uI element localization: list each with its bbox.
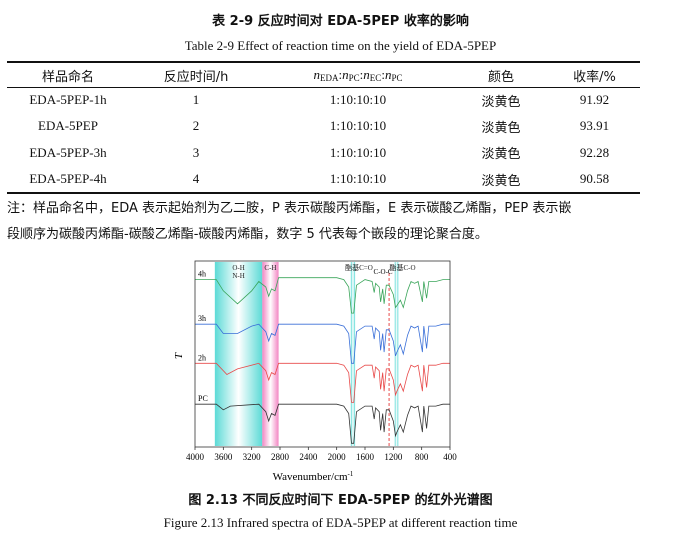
header-time: 反应时间/h: [163, 69, 229, 85]
table-row: EDA-5PEP-1h 1 1:10:10:10 淡黄色 91.92: [7, 87, 640, 113]
cell-yield: 91.92: [579, 92, 610, 108]
x-tick-label: 800: [415, 452, 429, 462]
note-line-1: 注：样品命名中，EDA 表示起始剂为乙二胺，P 表示碳酸丙烯酯，E 表示碳酸乙烯…: [7, 201, 572, 216]
cell-name: EDA-5PEP: [38, 118, 98, 134]
cell-time: 4: [192, 171, 200, 187]
table-caption-en: Table 2-9 Effect of reaction time on the…: [184, 38, 497, 53]
band-label: C-H: [264, 264, 276, 272]
table-note: 注：样品命名中，EDA 表示起始剂为乙二胺，P 表示碳酸丙烯酯，E 表示碳酸乙烯…: [7, 196, 647, 248]
cell-ratio: 1:10:10:10: [329, 171, 387, 187]
header-name: 样品命名: [41, 69, 94, 85]
band-label: 酯基C-O: [389, 263, 415, 272]
table-header-row: 样品命名 反应时间/h nEDA:nPC:nEC:nPC 颜色 收率/%: [7, 63, 640, 87]
table-header-rule: [7, 87, 640, 88]
band-2: [350, 262, 356, 446]
cell-time: 1: [192, 92, 200, 108]
series-label-4h: 4h: [198, 270, 206, 279]
series-label-3h: 3h: [198, 314, 206, 323]
cell-ratio: 1:10:10:10: [329, 144, 387, 160]
header-yield: 收率/%: [573, 69, 616, 85]
x-tick-label: 2800: [271, 452, 290, 462]
series-label-PC: PC: [198, 394, 208, 403]
table-row: EDA-5PEP-3h 3 1:10:10:10 淡黄色 92.28: [7, 140, 640, 166]
x-tick-label: 2400: [299, 452, 318, 462]
band-label: N-H: [232, 272, 244, 280]
cell-yield: 92.28: [579, 144, 610, 160]
series-2h: [195, 362, 450, 403]
cell-time: 2: [192, 118, 200, 134]
band-label: 酯基C=O: [345, 263, 373, 272]
figure-caption-en: Figure 2.13 Infrared spectra of EDA-5PEP…: [163, 515, 518, 530]
table-caption-cn: 表 2-9 反应时间对 EDA-5PEP 收率的影响: [212, 14, 469, 29]
cell-color: 淡黄色: [481, 120, 521, 136]
x-tick-label: 1600: [356, 452, 375, 462]
table-row: EDA-5PEP-4h 4 1:10:10:10 淡黄色 90.58: [7, 166, 640, 192]
y-axis-label: T: [173, 352, 185, 359]
marker-label: C-O-C: [374, 268, 393, 276]
band-0: [214, 262, 263, 446]
band-label: O-H: [232, 264, 244, 272]
series-label-2h: 2h: [198, 353, 206, 362]
header-ratio: nEDA:nPC:nEC:nPC: [313, 67, 403, 83]
cell-yield: 90.58: [579, 171, 610, 187]
figure-caption-cn: 图 2.13 不同反应时间下 EDA-5PEP 的红外光谱图: [188, 493, 493, 508]
yield-table: 样品命名 反应时间/h nEDA:nPC:nEC:nPC 颜色 收率/% EDA…: [7, 63, 640, 192]
x-tick-label: 1200: [384, 452, 403, 462]
x-tick-label: 4000: [186, 452, 205, 462]
cell-name: EDA-5PEP-1h: [29, 92, 107, 108]
table-row: EDA-5PEP 2 1:10:10:10 淡黄色 93.91: [7, 113, 640, 139]
plot-frame: [194, 260, 451, 448]
x-tick-label: 3600: [214, 452, 233, 462]
cell-ratio: 1:10:10:10: [329, 118, 387, 134]
note-line-2: 段顺序为碳酸丙烯酯-碳酸乙烯酯-碳酸丙烯酯，数字 5 代表每个嵌段的理论聚合度。: [7, 227, 488, 242]
band-1: [262, 262, 279, 446]
header-color: 颜色: [487, 69, 514, 85]
cell-yield: 93.91: [579, 118, 610, 134]
series-3h: [195, 323, 450, 364]
table-top-rule: [7, 61, 640, 63]
x-tick-label: 2000: [328, 452, 347, 462]
cell-ratio: 1:10:10:10: [329, 92, 387, 108]
series-PC: [195, 403, 450, 444]
series-4h: [195, 277, 450, 314]
cell-color: 淡黄色: [481, 147, 521, 163]
cell-name: EDA-5PEP-3h: [29, 144, 107, 160]
x-axis-label: Wavenumber/cm-1: [273, 470, 354, 483]
cell-time: 3: [192, 144, 200, 160]
cell-color: 淡黄色: [481, 94, 521, 110]
x-tick-label: 3200: [243, 452, 262, 462]
table-bottom-rule: [7, 192, 640, 194]
cell-color: 淡黄色: [481, 173, 521, 189]
cell-name: EDA-5PEP-4h: [29, 171, 107, 187]
x-tick-label: 400: [443, 452, 457, 462]
